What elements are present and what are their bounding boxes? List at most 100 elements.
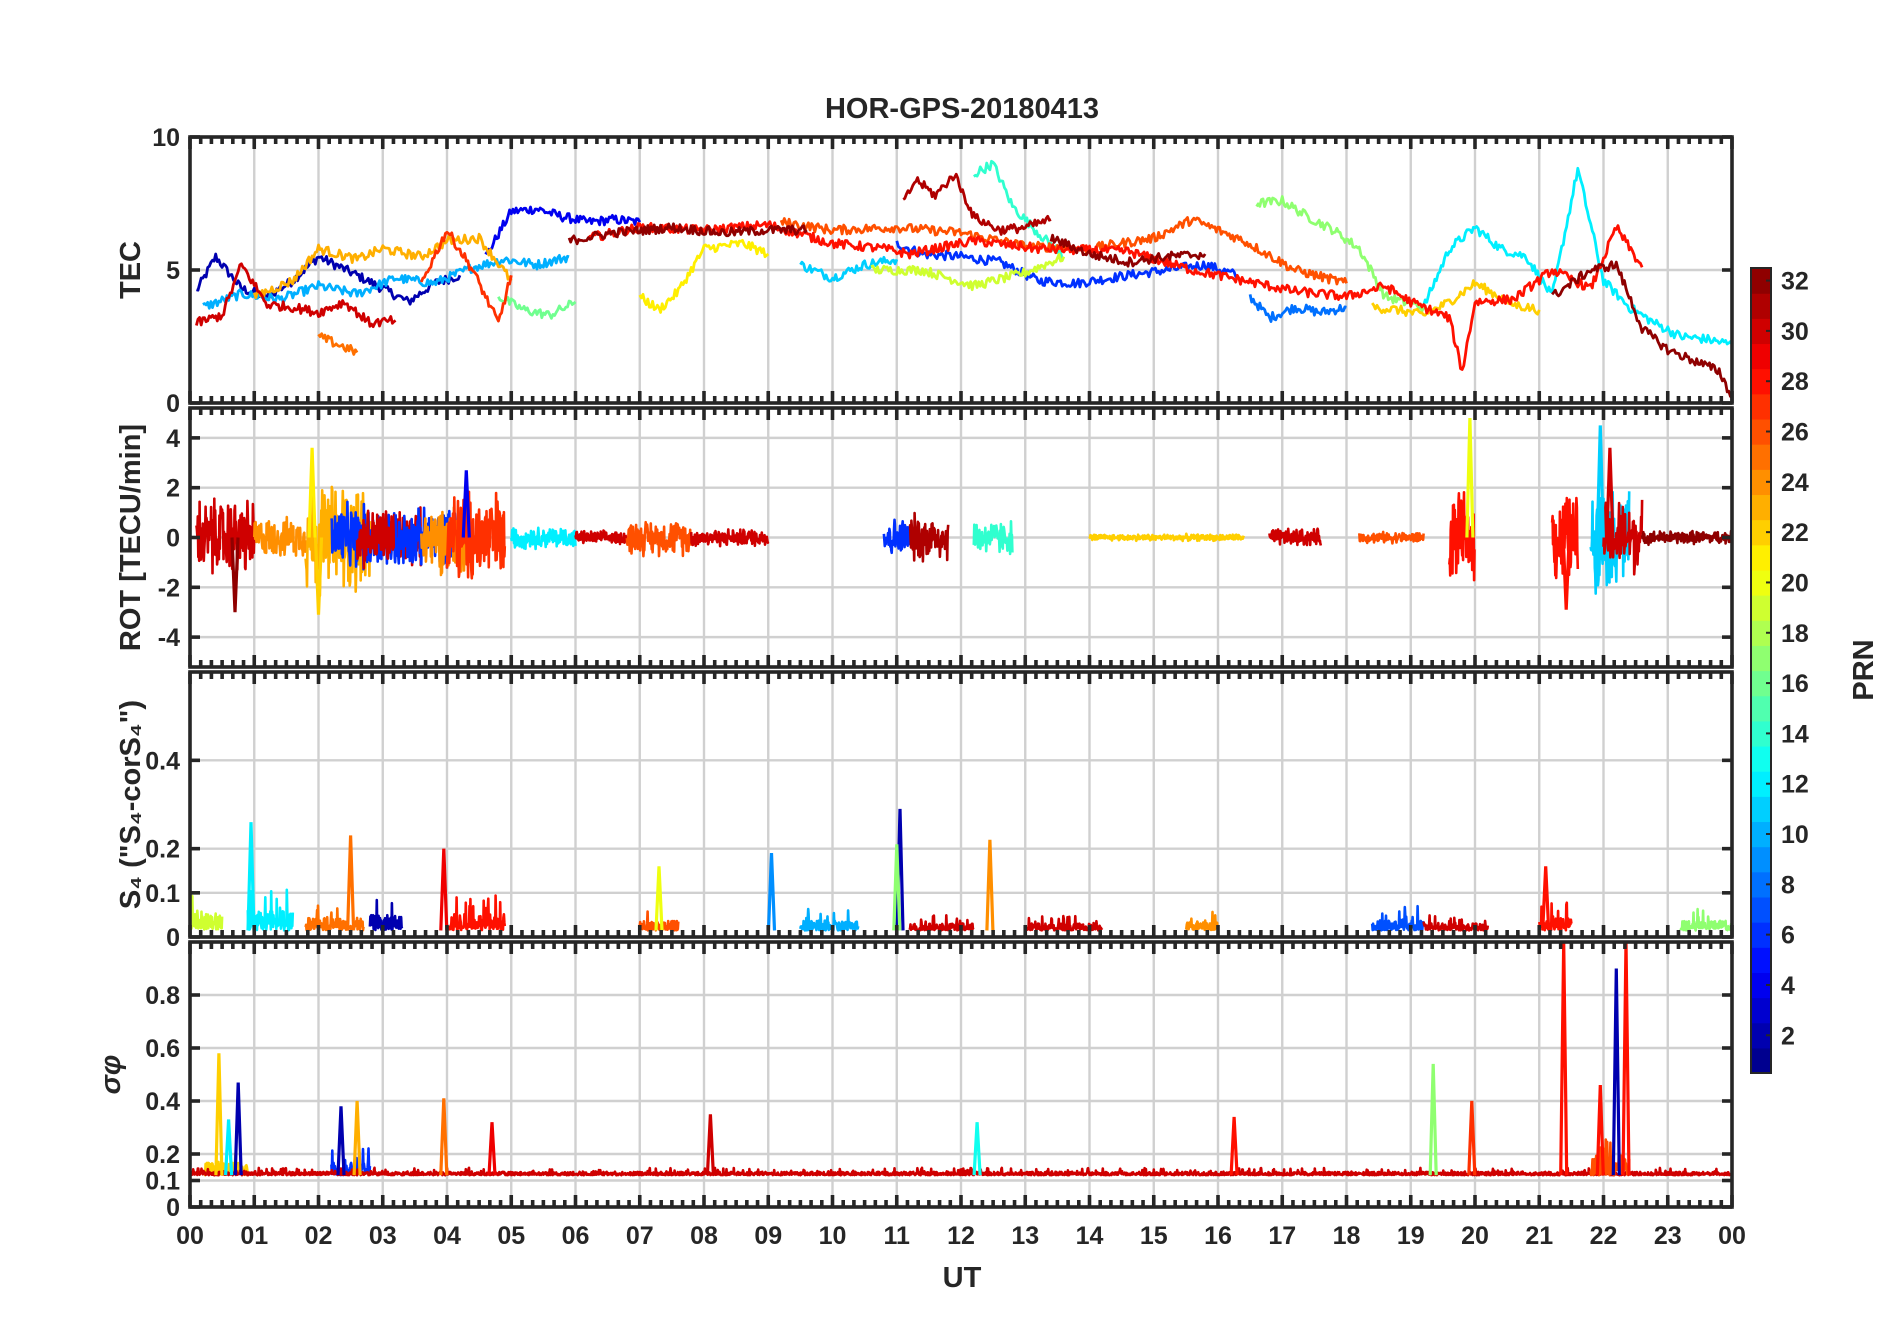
spike-prn-22: [214, 1053, 224, 1176]
y-tick-label: 0: [166, 1194, 180, 1222]
spike-prn-20: [1465, 417, 1475, 538]
panel-3: 0 0.1 0.2 0.4S₄ ("S₄-corS₄"): [115, 670, 1734, 952]
panel-4-data: [190, 942, 1732, 1177]
spike-prn-12: [224, 1119, 234, 1176]
spike-prn-11: [1595, 425, 1605, 538]
tec-series-prn-4: [484, 205, 642, 256]
colorbar-tick-label: 8: [1781, 871, 1795, 899]
colorbar-tick-label: 10: [1781, 821, 1809, 849]
y-tick-label: 0.8: [145, 982, 180, 1010]
burst-prn-12: [510, 526, 577, 551]
spike-prn-12: [246, 822, 256, 931]
colorbar-tick-label: 12: [1781, 771, 1809, 799]
spike-prn-32: [230, 537, 240, 613]
y-axis-label: S₄ ("S₄-corS₄"): [115, 700, 147, 909]
x-tick-label: 15: [1140, 1222, 1168, 1250]
spike-prn-25: [439, 1098, 449, 1176]
colorbar-cell: [1751, 318, 1771, 345]
colorbar-tick-label: 6: [1781, 922, 1795, 950]
x-tick-label: 00: [1718, 1222, 1746, 1250]
x-tick-label: 20: [1461, 1222, 1489, 1250]
colorbar-tick-label: 16: [1781, 670, 1809, 698]
x-tick-label: 04: [433, 1222, 461, 1250]
spike-prn-24: [985, 839, 995, 931]
tec-series-prn-12: [1422, 166, 1732, 346]
tec-series-prn-8: [1248, 294, 1347, 323]
burst-prn-14: [972, 520, 1014, 556]
tec-series-prn-28: [587, 220, 1644, 371]
colorbar-cell: [1751, 645, 1771, 672]
x-tick-label: 08: [690, 1222, 718, 1250]
burst-prn-26: [638, 910, 680, 932]
colorbar-cell: [1751, 695, 1771, 722]
panel-3-data: [190, 808, 1732, 932]
colorbar-tick-label: 18: [1781, 620, 1809, 648]
spike-prn-25: [346, 835, 356, 931]
burst-prn-30: [908, 914, 975, 932]
burst-prn-28: [1550, 496, 1580, 580]
x-tick-label: 10: [819, 1222, 847, 1250]
colorbar-cell: [1751, 519, 1771, 546]
colorbar-cell: [1751, 368, 1771, 395]
burst-prn-19: [190, 894, 224, 931]
panel-1-data: [195, 159, 1732, 399]
spike-prn-4: [461, 470, 471, 538]
y-tick-label: 4: [166, 425, 180, 453]
burst-prn-28: [445, 894, 507, 932]
tec-series-prn-27: [420, 230, 513, 323]
burst-prn-26: [1358, 530, 1425, 545]
colorbar-cell: [1751, 418, 1771, 445]
spike-prn-21: [307, 447, 317, 538]
colorbar-tick-label: 32: [1781, 268, 1809, 296]
y-tick-label: 0: [166, 525, 180, 553]
x-tick-label: 14: [1076, 1222, 1104, 1250]
burst-prn-26: [625, 520, 693, 558]
spike-prn-2: [336, 1106, 346, 1176]
x-tick-label: 06: [562, 1222, 590, 1250]
y-tick-label: 0.2: [145, 836, 180, 864]
x-tick-label: 02: [305, 1222, 333, 1250]
colorbar-tick-label: 4: [1781, 972, 1795, 1000]
colorbar-tick-label: 20: [1781, 569, 1809, 597]
panel-2: -4 -2 0 2 4 ROT [TECU/min]: [115, 406, 1734, 669]
colorbar-cell: [1751, 569, 1771, 596]
x-tick-label: 21: [1525, 1222, 1553, 1250]
y-tick-label: 0.2: [145, 1141, 180, 1169]
colorbar-frame: [1750, 267, 1772, 1074]
spike-prn-23: [352, 1100, 362, 1176]
colorbar-cell: [1751, 544, 1771, 571]
colorbar-cell: [1751, 922, 1771, 948]
x-tick-label: 16: [1204, 1222, 1232, 1250]
y-axis-label: ROT [TECU/min]: [115, 424, 147, 651]
x-tick-label: 12: [947, 1222, 975, 1250]
x-tick-label: 19: [1397, 1222, 1425, 1250]
tec-series-prn-11: [799, 255, 899, 283]
burst-prn-24: [253, 515, 307, 557]
colorbar-cell: [1751, 343, 1771, 370]
burst-prn-28: [1448, 491, 1476, 582]
burst-prn-30: [574, 529, 628, 546]
x-tick-label: 11: [884, 1222, 911, 1250]
spike-prn-17: [892, 844, 902, 931]
colorbar-cell: [1751, 846, 1771, 873]
x-tick-label: 03: [369, 1222, 397, 1250]
colorbar-tick-label: 26: [1781, 419, 1809, 447]
spike-prn-28: [1229, 1116, 1239, 1176]
colorbar-cell: [1751, 293, 1771, 319]
burst-prn-17: [1679, 907, 1732, 932]
colorbar-cell: [1751, 393, 1771, 420]
spike-prn-29: [439, 848, 449, 931]
colorbar-cell: [1751, 1022, 1771, 1049]
colorbar-cell: [1751, 444, 1771, 470]
colorbar-cell: [1751, 972, 1771, 999]
spike-prn-13: [972, 1122, 982, 1176]
y-axis-label: σφ: [95, 1055, 127, 1095]
y-axis-label: TEC: [115, 241, 147, 299]
colorbar-cell: [1751, 771, 1771, 797]
tec-series-prn-2: [196, 252, 462, 306]
tec-series-prn-17: [1255, 195, 1425, 313]
y-tick-label: 5: [166, 257, 180, 285]
colorbar-cell: [1751, 997, 1771, 1024]
